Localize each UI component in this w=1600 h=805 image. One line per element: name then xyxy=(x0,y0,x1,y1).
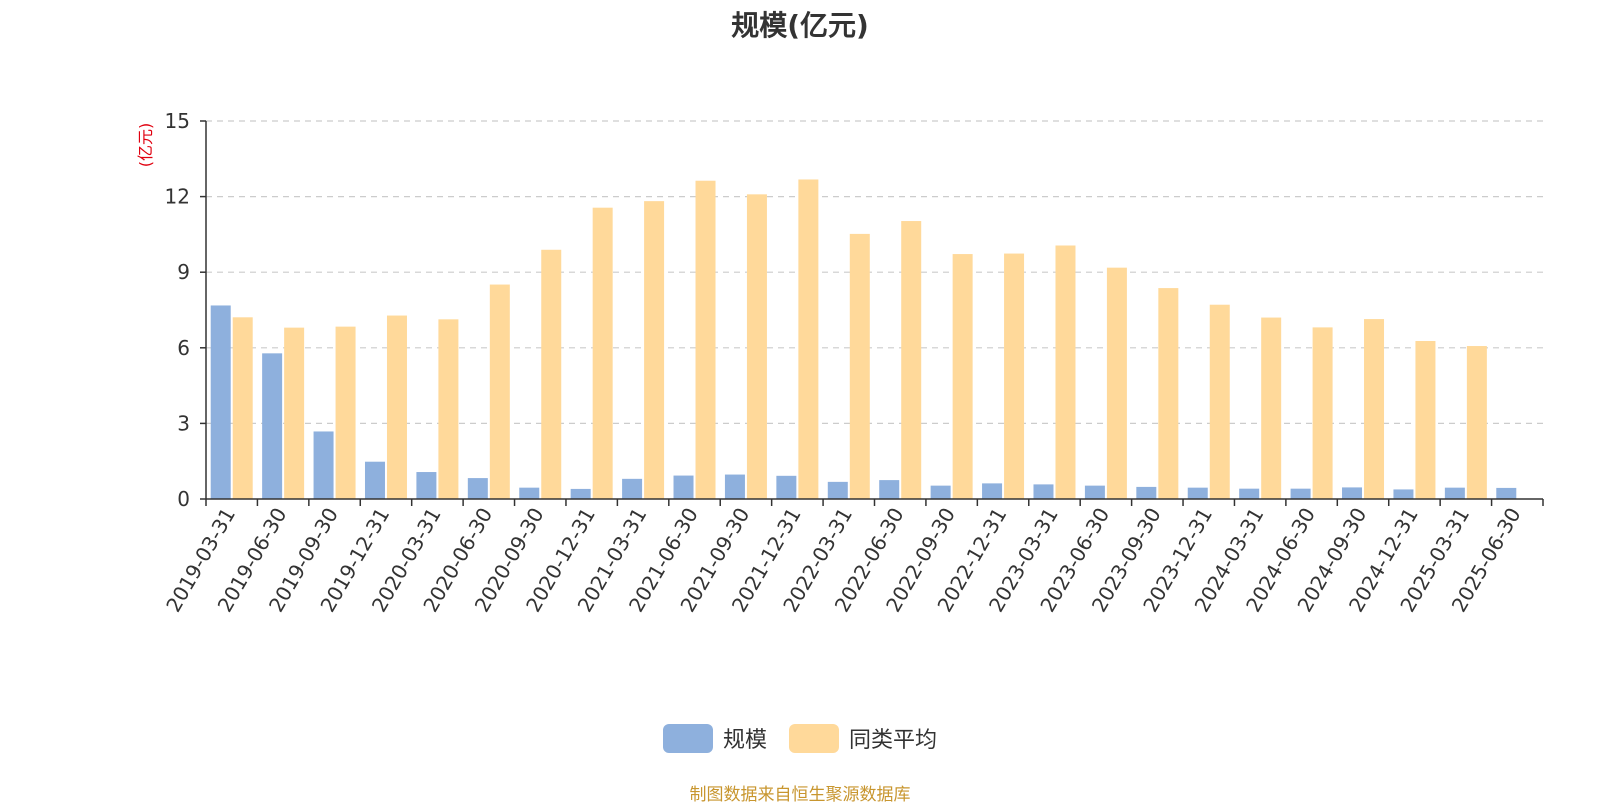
y-tick-label: 9 xyxy=(177,260,190,284)
bar-scale[interactable] xyxy=(1187,487,1208,499)
bar-scale[interactable] xyxy=(570,488,591,499)
bar-scale[interactable] xyxy=(1393,489,1414,499)
bar-peer-average[interactable] xyxy=(1312,327,1333,499)
bar-peer-average[interactable] xyxy=(695,180,716,499)
bar-scale[interactable] xyxy=(827,481,848,499)
legend-item-peer-average[interactable]: 同类平均 xyxy=(789,722,937,754)
bar-peer-average[interactable] xyxy=(438,319,459,499)
bar-scale[interactable] xyxy=(210,305,231,499)
bar-scale[interactable] xyxy=(724,474,745,499)
bar-scale[interactable] xyxy=(1239,488,1260,499)
legend: 规模 同类平均 xyxy=(0,722,1600,754)
y-tick-label: 15 xyxy=(165,109,190,133)
bar-peer-average[interactable] xyxy=(592,207,613,500)
bar-peer-average[interactable] xyxy=(1004,253,1025,499)
bar-scale[interactable] xyxy=(982,483,1003,499)
bar-scale[interactable] xyxy=(1084,485,1105,499)
y-tick-label: 3 xyxy=(177,411,190,435)
bar-peer-average[interactable] xyxy=(335,326,356,499)
bar-scale[interactable] xyxy=(622,478,643,499)
bar-scale[interactable] xyxy=(1136,486,1157,499)
bar-peer-average[interactable] xyxy=(1261,317,1282,499)
bar-peer-average[interactable] xyxy=(952,254,973,499)
bar-peer-average[interactable] xyxy=(644,201,665,500)
bar-peer-average[interactable] xyxy=(746,194,767,499)
y-tick-label: 0 xyxy=(177,487,190,511)
y-tick-label: 12 xyxy=(165,185,190,209)
bar-peer-average[interactable] xyxy=(1466,346,1487,499)
bar-scale[interactable] xyxy=(416,472,437,499)
y-tick-label: 6 xyxy=(177,336,190,360)
bars xyxy=(210,179,1517,500)
bar-scale[interactable] xyxy=(930,485,951,499)
bar-scale[interactable] xyxy=(879,480,900,499)
bar-scale[interactable] xyxy=(364,461,385,499)
bar-peer-average[interactable] xyxy=(901,221,922,499)
bar-scale[interactable] xyxy=(1444,487,1465,499)
source-note: 制图数据来自恒生聚源数据库 xyxy=(689,785,911,805)
bar-peer-average[interactable] xyxy=(798,179,819,500)
bar-peer-average[interactable] xyxy=(1209,304,1230,499)
bar-peer-average[interactable] xyxy=(1106,267,1127,499)
bar-peer-average[interactable] xyxy=(1364,319,1385,499)
bar-scale[interactable] xyxy=(1496,487,1517,499)
bar-peer-average[interactable] xyxy=(284,327,305,499)
bar-scale[interactable] xyxy=(262,353,283,499)
bar-scale[interactable] xyxy=(1342,487,1363,499)
legend-label-scale: 规模 xyxy=(722,728,767,753)
bar-scale[interactable] xyxy=(313,431,334,499)
bar-peer-average[interactable] xyxy=(489,284,510,499)
legend-swatch-peer-average xyxy=(789,723,839,753)
bar-peer-average[interactable] xyxy=(1415,340,1436,499)
legend-label-peer-average: 同类平均 xyxy=(849,728,938,753)
bar-peer-average[interactable] xyxy=(541,249,562,499)
bar-peer-average[interactable] xyxy=(232,317,253,499)
bar-scale[interactable] xyxy=(467,478,488,499)
bar-peer-average[interactable] xyxy=(386,315,407,499)
bar-scale[interactable] xyxy=(519,487,540,499)
bar-peer-average[interactable] xyxy=(1055,245,1076,499)
bar-scale[interactable] xyxy=(673,475,694,499)
bar-peer-average[interactable] xyxy=(849,233,870,499)
bar-scale[interactable] xyxy=(1290,488,1311,499)
legend-item-scale[interactable]: 规模 xyxy=(662,722,767,754)
chart-title: 规模(亿元) xyxy=(731,9,869,42)
bar-scale[interactable] xyxy=(1033,484,1054,499)
bar-peer-average[interactable] xyxy=(1158,288,1179,499)
legend-swatch-scale xyxy=(662,723,713,753)
y-axis-title: (亿元) xyxy=(136,123,155,168)
bar-scale[interactable] xyxy=(776,475,797,499)
